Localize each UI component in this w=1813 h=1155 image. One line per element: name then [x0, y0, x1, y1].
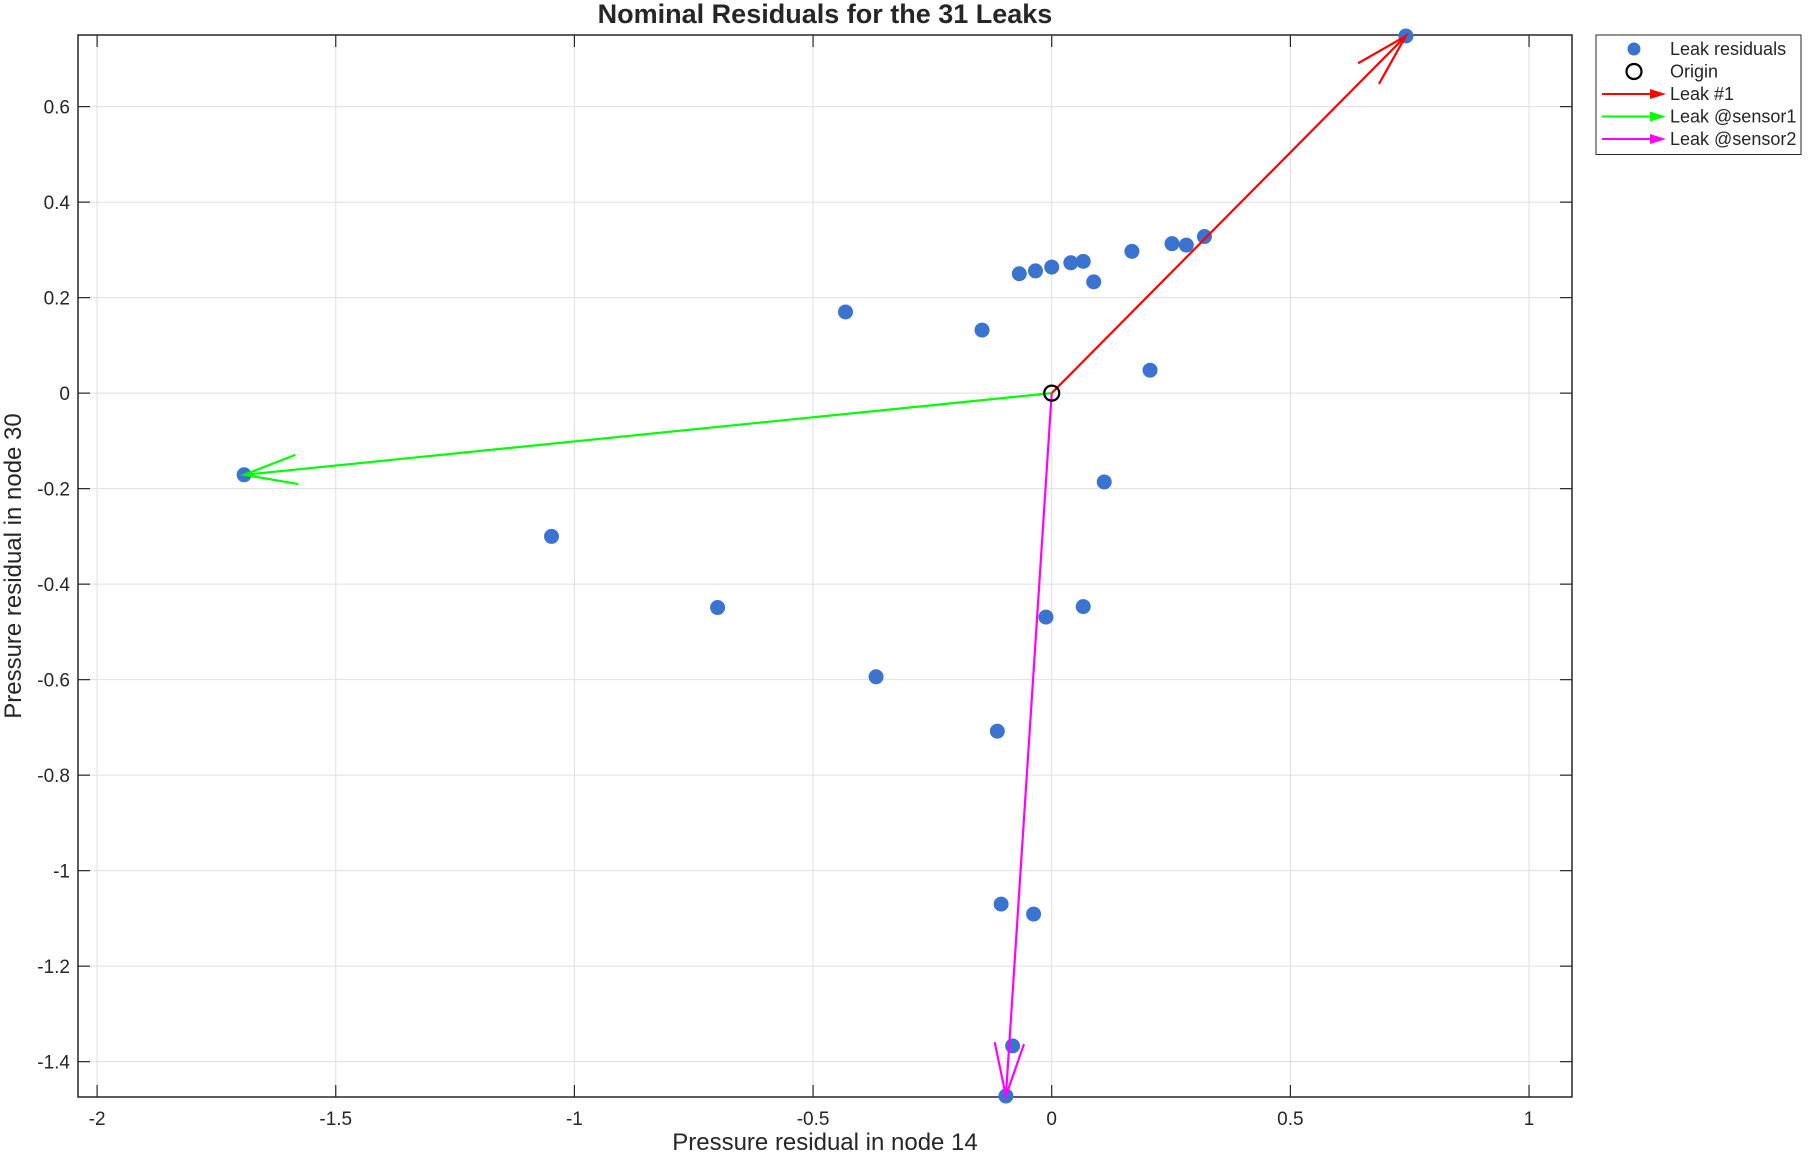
legend-label: Leak residuals — [1670, 39, 1786, 59]
y-tick-label: -0.4 — [37, 575, 70, 596]
y-tick-label: 0 — [59, 384, 70, 405]
y-tick-labels: -1.4 -1.2 -1 -0.8 -0.6 -0.4 -0.2 0 0.2 0.4 0.6 — [37, 98, 70, 1074]
x-tick-label: 0.5 — [1277, 1109, 1303, 1130]
x-tick-label: -1 — [566, 1109, 583, 1130]
arrow-shaft — [1050, 35, 1407, 394]
leak-residual-point — [1178, 237, 1194, 253]
leak-residual-point — [1196, 229, 1212, 245]
leak-residual-point — [1164, 236, 1180, 252]
leak-residual-point — [838, 304, 854, 320]
legend-symbol — [1625, 62, 1643, 81]
leak-arrows — [240, 33, 1409, 1101]
leak-residual-points — [236, 28, 1414, 1104]
legend-entry: Leak #1 — [1602, 84, 1734, 104]
origin-marker — [1043, 384, 1061, 402]
leak-residual-point — [868, 669, 884, 685]
x-tick-label: -1.5 — [319, 1109, 352, 1130]
y-tick-label: 0.4 — [44, 193, 71, 214]
y-tick-label: -0.6 — [37, 671, 70, 692]
leak-residual-point — [1142, 362, 1158, 378]
leak-residual-point — [974, 322, 990, 338]
y-tick-label: -1 — [53, 862, 70, 883]
chart-title: Nominal Residuals for the 31 Leaks — [598, 0, 1053, 29]
x-tick-label: -2 — [89, 1109, 106, 1130]
arrow-head — [993, 1041, 1026, 1101]
x-tick-label: 0 — [1046, 1109, 1057, 1130]
legend-arrowhead — [1650, 89, 1666, 99]
leak-residual-point — [1075, 599, 1091, 615]
arrow-shaft — [1004, 393, 1053, 1097]
leak-residual-point — [1026, 906, 1042, 922]
y-axis-label: Pressure residual in node 30 — [0, 413, 27, 719]
arrow-head — [240, 453, 299, 486]
legend-label: Origin — [1670, 62, 1718, 82]
legend-symbol — [1627, 42, 1641, 56]
legend-arrowhead — [1650, 134, 1666, 144]
legend-label: Leak @sensor1 — [1670, 107, 1796, 127]
leak-residual-point — [1011, 266, 1027, 282]
plot-area-border — [77, 34, 1573, 1098]
legend-entry: Leak residuals — [1627, 39, 1786, 59]
leak-residual-point — [1086, 274, 1102, 290]
arrow-shaft — [243, 392, 1052, 476]
x-tick-labels: -2 -1.5 -1 -0.5 0 0.5 1 — [89, 1109, 1535, 1130]
leak-residual-point — [1027, 263, 1043, 279]
x-axis-label: Pressure residual in node 14 — [672, 1129, 978, 1155]
arrow-leak-sensor2 — [993, 393, 1053, 1101]
leak-residual-point — [993, 896, 1009, 912]
y-tick-label: -1.4 — [37, 1053, 70, 1074]
y-tick-label: -0.8 — [37, 766, 70, 787]
y-tick-label: 0.6 — [44, 98, 70, 119]
legend-label: Leak #1 — [1670, 84, 1734, 104]
y-tick-label: -0.2 — [37, 480, 70, 501]
leak-residual-point — [1124, 243, 1140, 259]
y-tick-label: 0.2 — [44, 289, 70, 310]
arrow-head — [1357, 33, 1409, 85]
legend-entry: Leak @sensor2 — [1602, 129, 1796, 149]
leak-residual-point — [1005, 1038, 1021, 1054]
x-tick-label: 1 — [1524, 1109, 1535, 1130]
leak-residual-point — [1038, 609, 1054, 625]
legend-label: Leak @sensor2 — [1670, 129, 1796, 149]
arrow-leak-1 — [1050, 33, 1409, 394]
arrow-leak-sensor1 — [240, 392, 1052, 486]
legend-arrowhead — [1650, 111, 1666, 122]
y-tick-label: -1.2 — [37, 957, 70, 978]
axis-ticks — [78, 35, 1572, 1097]
leak-residual-point — [1063, 255, 1079, 271]
leak-residual-point — [710, 600, 726, 616]
leak-residual-point — [1096, 474, 1112, 490]
leak-residual-point — [989, 723, 1005, 739]
origin-marker-group — [1043, 384, 1061, 402]
x-tick-label: -0.5 — [797, 1109, 830, 1130]
legend-entry: Origin — [1625, 62, 1718, 82]
leak-residual-point — [543, 528, 559, 544]
legend-entry: Leak @sensor1 — [1602, 107, 1796, 127]
leak-residual-point — [1044, 259, 1060, 275]
leak-residual-point — [1075, 253, 1091, 269]
grid-lines — [78, 35, 1572, 1097]
axes-frame — [77, 34, 1573, 1098]
